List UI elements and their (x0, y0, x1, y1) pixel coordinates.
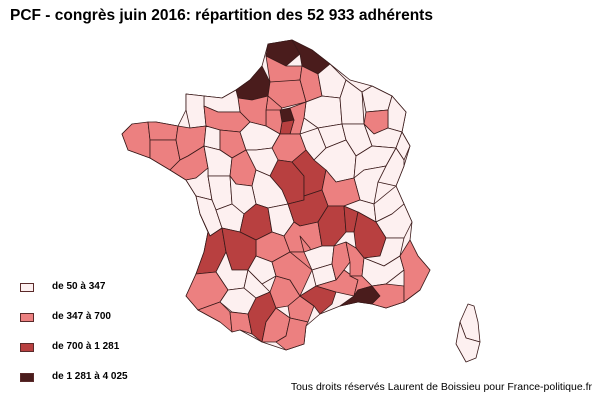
dept-finistere (121, 121, 151, 159)
credit-text: Tous droits réservés Laurent de Boissieu… (290, 381, 592, 393)
legend-label: de 347 à 700 (52, 311, 111, 322)
legend-item-class-3: de 700 à 1 281 (20, 341, 220, 355)
dept-oise (267, 79, 307, 109)
dept-bas-rhin (387, 95, 407, 133)
dept-hautes-pyrenees (229, 311, 253, 335)
dept-seine-maritime (235, 65, 271, 101)
dept-pyrenees-orientales (275, 317, 309, 351)
dept-corse-du-sud (455, 321, 481, 363)
legend-item-class-2: de 347 à 700 (20, 311, 220, 325)
legend-swatch (20, 313, 34, 322)
legend-item-class-4: de 1 281 à 4 025 (20, 371, 220, 385)
dept-cotes-d-armor (147, 121, 179, 141)
legend-swatch (20, 283, 34, 292)
legend-label: de 700 à 1 281 (52, 341, 120, 352)
dept-alpes-maritimes (399, 239, 431, 303)
dept-manche (185, 93, 207, 129)
map-title: PCF - congrès juin 2016: répartition des… (10, 7, 433, 24)
legend-item-class-1: de 50 à 347 (20, 281, 220, 295)
dept-meuse (339, 79, 365, 125)
legend-swatch (20, 343, 34, 352)
legend-swatch (20, 373, 34, 382)
legend-label: de 50 à 347 (52, 281, 106, 292)
dept-cantal (289, 235, 313, 271)
legend-label: de 1 281 à 4 025 (52, 371, 128, 382)
dept-moselle (361, 85, 393, 113)
dept-var (371, 283, 405, 309)
dept-tarn-et-garonne (243, 269, 271, 299)
